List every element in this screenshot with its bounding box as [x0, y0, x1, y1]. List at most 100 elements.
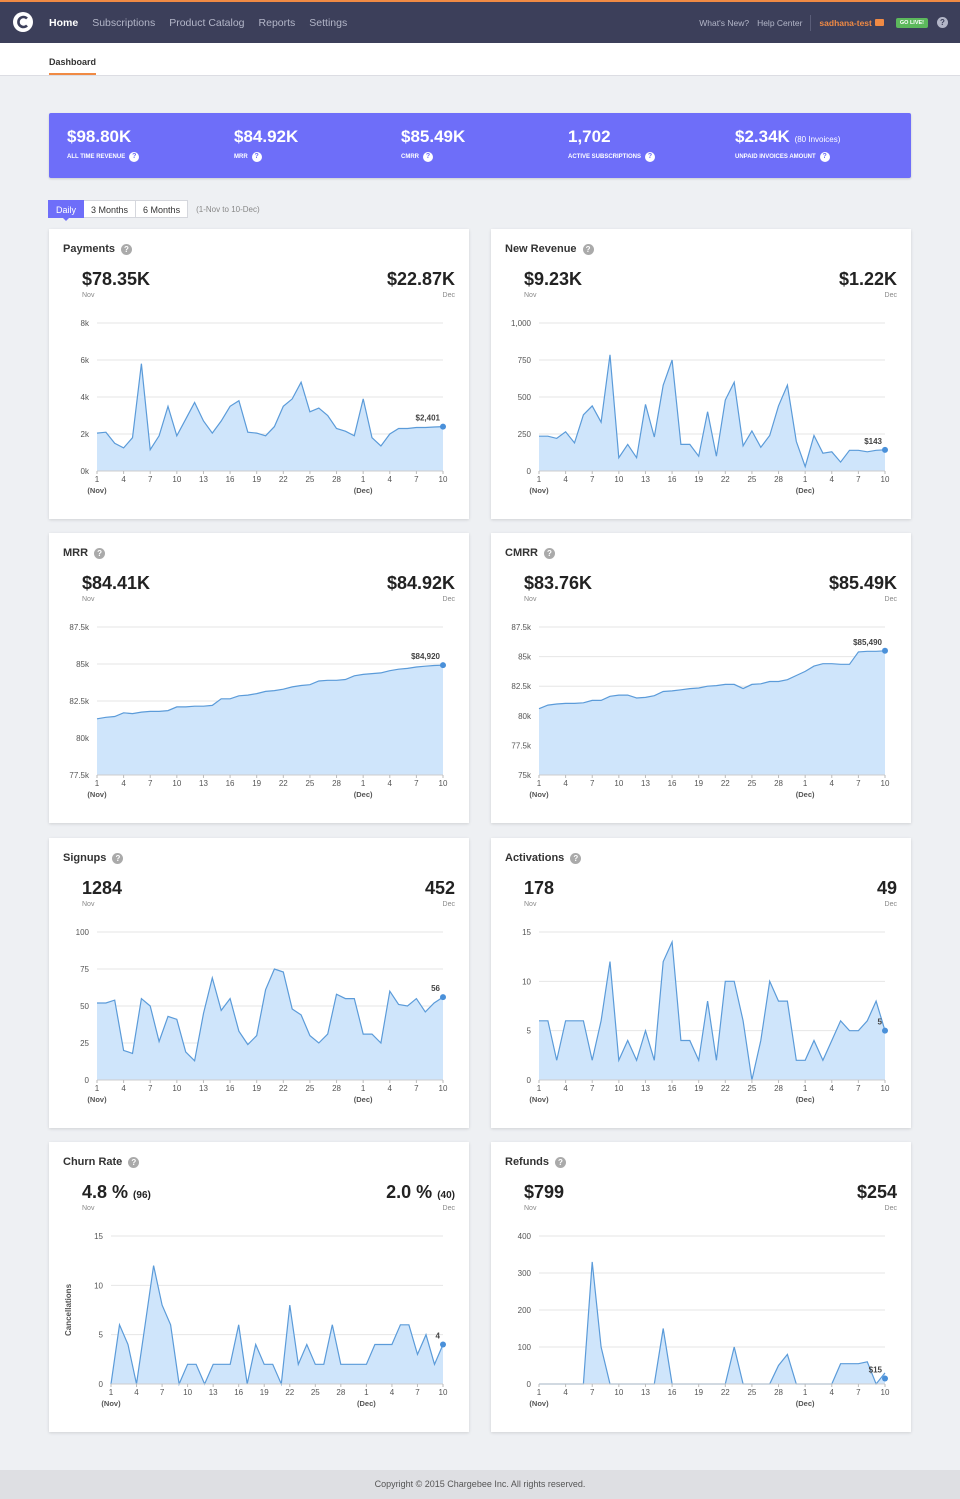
y-tick-label: 100: [518, 1343, 532, 1352]
summary-value: $254: [857, 1182, 897, 1203]
summary-value-text: 4.8 %: [82, 1182, 129, 1202]
nav-home[interactable]: Home: [49, 16, 79, 29]
x-month-label-nov: (Nov): [87, 1095, 107, 1104]
refunds-card: Refunds? $799 Nov $254 Dec 0 100 200 300 400 $15 1 4…: [491, 1142, 911, 1432]
x-tick-label: 16: [234, 1388, 243, 1397]
summary-value: $83.76K: [524, 573, 592, 594]
end-value-label: $2,401: [416, 414, 441, 423]
y-tick-label: 250: [518, 430, 532, 439]
summary-value: $85.49K: [829, 573, 897, 594]
end-value-label: $85,490: [853, 638, 882, 647]
x-tick-label: 19: [252, 779, 261, 788]
x-tick-label: 28: [774, 1084, 783, 1093]
help-icon[interactable]: ?: [645, 152, 656, 162]
x-tick-label: 28: [336, 1388, 345, 1397]
x-tick-label: 4: [563, 1084, 568, 1093]
help-icon[interactable]: ?: [819, 152, 830, 162]
x-tick-label: 22: [721, 475, 730, 484]
y-tick-label: 0k: [81, 467, 90, 476]
x-tick-label: 1: [803, 475, 808, 484]
help-icon[interactable]: ?: [570, 852, 582, 864]
x-month-label-dec: (Dec): [354, 486, 373, 495]
help-icon[interactable]: ?: [423, 152, 433, 162]
card-title-text: Churn Rate: [63, 1156, 123, 1168]
x-tick-label: 1: [95, 1084, 100, 1093]
help-center-link[interactable]: Help Center: [757, 17, 803, 28]
whats-new-link[interactable]: What's New?: [699, 17, 750, 28]
mail-icon[interactable]: [874, 19, 884, 26]
x-tick-label: 4: [134, 1388, 139, 1397]
range-6-months-button[interactable]: 6 Months: [135, 200, 189, 218]
summary-dec: $254 Dec: [857, 1182, 897, 1212]
x-tick-label: 7: [148, 1084, 153, 1093]
x-tick-label: 25: [747, 1388, 756, 1397]
chargebee-logo-icon[interactable]: [13, 12, 33, 32]
range-daily-button[interactable]: Daily: [48, 200, 85, 221]
summary-value-text: $22.87K: [386, 269, 455, 289]
tab-dashboard[interactable]: Dashboard: [49, 57, 97, 75]
x-tick-label: 25: [305, 475, 314, 484]
nav-subscriptions[interactable]: Subscriptions: [92, 16, 156, 29]
kpi-value: $85.49K: [401, 127, 466, 146]
help-icon[interactable]: ?: [555, 1156, 566, 1168]
x-tick-label: 13: [199, 1084, 208, 1093]
mrr-chart: 77.5k 80k 82.5k 85k 87.5k $84,920 1 4 7 10 13 16 19 2…: [69, 623, 448, 799]
user-menu[interactable]: sadhana-test: [819, 17, 872, 28]
x-tick-label: 13: [641, 1388, 650, 1397]
x-tick-label: 7: [856, 1084, 861, 1093]
help-icon[interactable]: ?: [120, 243, 132, 255]
kpi-active-subscriptions: 1,702 ACTIVE SUBSCRIPTIONS?: [568, 127, 656, 162]
go-live-button[interactable]: GO LIVE!: [895, 17, 928, 28]
card-title: New Revenue?: [505, 243, 594, 255]
summary-value: $84.92K: [387, 573, 455, 594]
signups-chart: 0 25 50 75 100 56 1 4 7 10 13 16 19 22 25 28 1 4 7 10 (Nov) (…: [76, 928, 448, 1104]
x-tick-label: 13: [199, 779, 208, 788]
x-month-label-nov: (Nov): [87, 486, 107, 495]
help-icon[interactable]: ?: [937, 17, 948, 28]
nav-product-catalog[interactable]: Product Catalog: [169, 16, 245, 29]
help-icon[interactable]: ?: [129, 152, 140, 162]
nav-settings[interactable]: Settings: [309, 16, 348, 29]
y-tick-label: 87.5k: [511, 623, 532, 632]
y-tick-label: 100: [76, 928, 90, 937]
payments-chart: 0k 2k 4k 6k 8k $2,401 1 4 7 10 13 16 19 22 25 28 1 4 7 10 (N…: [81, 319, 448, 495]
x-month-label-dec: (Dec): [796, 790, 815, 799]
activations-chart: 0 5 10 15 5 1 4 7 10 13 16 19 22 25 28 1 4 7 10 (Nov) (Dec): [522, 928, 890, 1104]
kpi-invoice-count: (80 Invoices): [794, 135, 841, 144]
x-tick-label: 1: [361, 475, 366, 484]
cmrr-line: [538, 650, 886, 710]
card-title-text: Payments: [63, 243, 115, 255]
summary-value-text: $84.41K: [82, 573, 151, 593]
kpi-label: UNPAID INVOICES AMOUNT?: [735, 152, 840, 162]
x-tick-label: 1: [537, 779, 542, 788]
y-tick-label: 0: [527, 467, 532, 476]
kpi-unpaid-invoices: $2.34K (80 Invoices) UNPAID INVOICES AMO…: [735, 127, 840, 162]
end-value-label: $15: [869, 1365, 883, 1374]
help-icon[interactable]: ?: [128, 1156, 140, 1168]
x-tick-label: 4: [830, 1084, 835, 1093]
summary-nov: 178 Nov: [524, 878, 554, 908]
card-title: Refunds?: [505, 1156, 566, 1168]
range-3-months-button[interactable]: 3 Months: [83, 200, 137, 218]
help-icon[interactable]: ?: [251, 152, 262, 162]
x-tick-label: 19: [694, 1084, 703, 1093]
sub-nav-bar: Dashboard: [0, 43, 960, 76]
x-tick-label: 16: [226, 779, 235, 788]
activations-line: [539, 939, 886, 1081]
kpi-label: ACTIVE SUBSCRIPTIONS?: [568, 152, 656, 162]
x-tick-label: 1: [537, 1084, 542, 1093]
summary-label: Nov: [524, 596, 537, 603]
churn-rate-area: [111, 1265, 443, 1384]
help-icon[interactable]: ?: [544, 547, 555, 559]
help-icon[interactable]: ?: [94, 547, 106, 559]
summary-label: Dec: [884, 1205, 897, 1212]
x-tick-label: 1: [361, 779, 366, 788]
x-tick-label: 28: [332, 1084, 341, 1093]
help-icon[interactable]: ?: [582, 243, 594, 255]
x-tick-label: 19: [252, 1084, 261, 1093]
y-tick-label: 500: [518, 393, 532, 402]
nav-reports[interactable]: Reports: [258, 16, 296, 29]
new-revenue-line: [539, 354, 886, 469]
y-tick-label: 750: [518, 356, 532, 365]
help-icon[interactable]: ?: [112, 852, 124, 864]
